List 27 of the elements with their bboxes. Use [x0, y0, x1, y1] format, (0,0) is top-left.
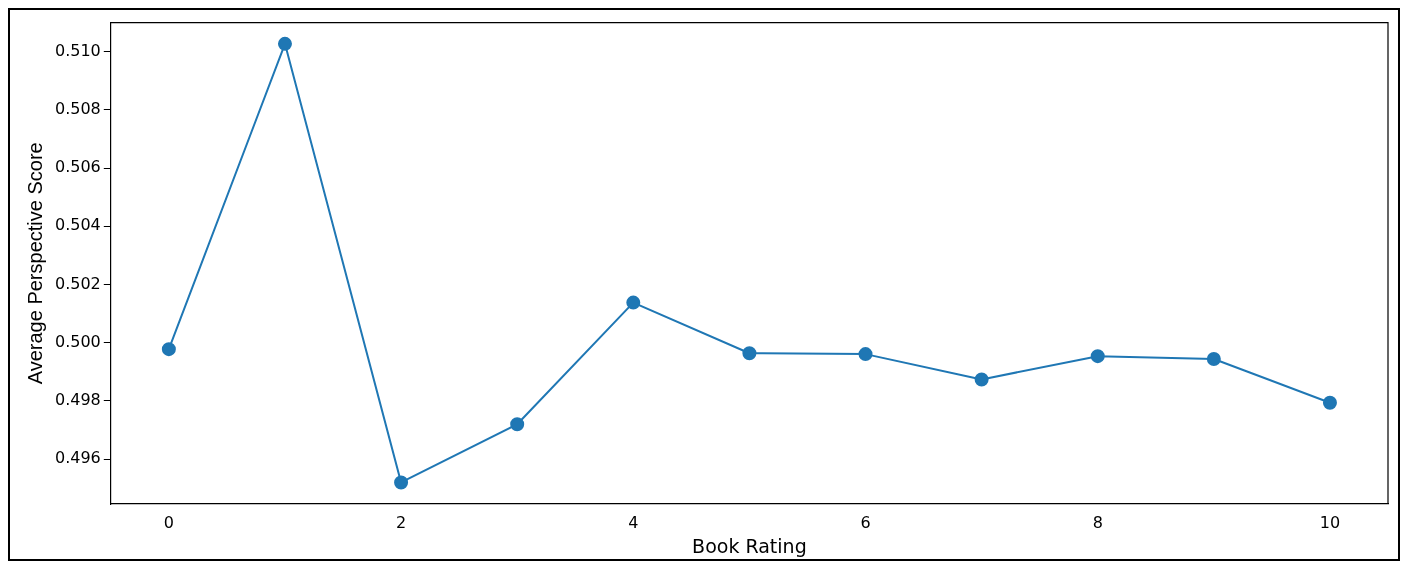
y-tick-label: 0.496: [54, 448, 101, 468]
point: [1090, 349, 1105, 364]
x-axis-title: Book Rating: [692, 534, 807, 557]
point: [277, 36, 292, 51]
y-tick-label: 0.498: [54, 390, 101, 410]
point: [161, 342, 176, 357]
point: [974, 372, 989, 387]
x-tick-label: 8: [1092, 512, 1103, 532]
point: [1206, 352, 1221, 367]
y-tick-label: 0.504: [54, 215, 101, 235]
y-tick-label: 0.502: [54, 273, 101, 293]
point: [626, 295, 641, 310]
point: [1322, 395, 1337, 410]
y-axis-title: Average Perspective Score: [23, 142, 46, 385]
point: [394, 475, 409, 490]
point: [858, 347, 873, 362]
y-tick-label: 0.508: [54, 99, 101, 119]
y-tick-label: 0.500: [54, 331, 101, 351]
y-tick-label: 0.510: [54, 40, 101, 60]
x-tick-label: 0: [163, 512, 174, 532]
x-tick-label: 6: [860, 512, 871, 532]
point: [742, 346, 757, 361]
x-tick-label: 2: [395, 512, 407, 532]
point: [510, 417, 525, 432]
y-tick-label: 0.506: [54, 157, 101, 177]
x-tick-label: 10: [1319, 512, 1341, 532]
x-tick-label: 4: [628, 512, 639, 532]
